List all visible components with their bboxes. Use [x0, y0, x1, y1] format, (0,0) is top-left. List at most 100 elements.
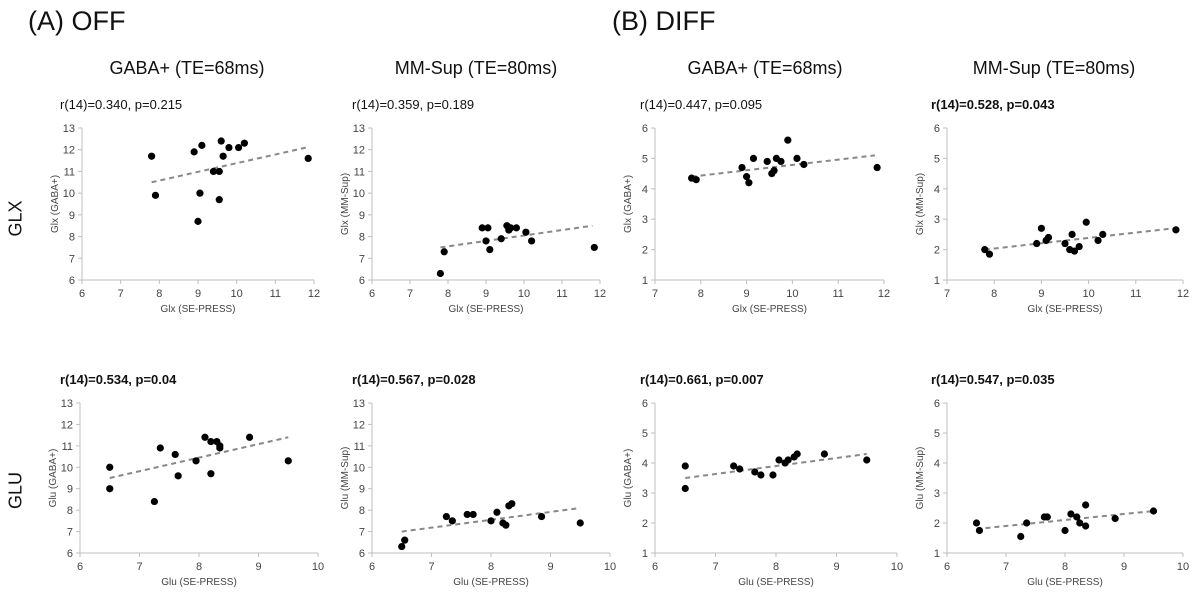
y-tick-label: 1 [934, 275, 940, 287]
y-tick-label: 9 [69, 210, 75, 222]
data-point [981, 246, 989, 254]
x-tick-label: 11 [832, 288, 843, 300]
row-label-glx: GLX [5, 200, 26, 237]
data-point [478, 224, 486, 232]
x-tick-label: 10 [231, 288, 243, 300]
x-tick-label: 8 [698, 288, 704, 300]
data-point [156, 444, 164, 452]
stat-label-off-gaba-glx: r(14)=0.340, p=0.215 [60, 97, 183, 112]
data-point [106, 485, 114, 493]
data-point [522, 228, 530, 236]
y-tick-label: 11 [354, 441, 365, 453]
y-tick-label: 9 [359, 484, 365, 496]
x-tick-label: 9 [1121, 561, 1127, 573]
x-tick-label: 12 [308, 288, 320, 300]
x-tick-label: 9 [255, 561, 261, 573]
x-tick-label: 11 [1130, 288, 1141, 300]
y-tick-label: 7 [359, 527, 365, 539]
y-tick-label: 1 [934, 548, 940, 560]
y-tick-label: 13 [63, 123, 75, 135]
y-tick-label: 3 [642, 214, 648, 226]
data-point [1033, 239, 1041, 248]
x-tick-label: 12 [594, 288, 606, 300]
y-tick-label: 12 [61, 419, 73, 431]
data-point [150, 497, 158, 506]
column-title-diff-mmsup: MM-Sup (TE=80ms) [972, 58, 1136, 78]
x-tick-label: 12 [1177, 288, 1189, 300]
data-point [692, 176, 700, 184]
y-tick-label: 3 [642, 488, 648, 500]
y-axis-label: Glu (GABA+) [623, 449, 634, 508]
data-point [1061, 526, 1069, 535]
column-title-off-gaba: GABA+ (TE=68ms) [109, 58, 265, 78]
y-tick-label: 6 [359, 275, 365, 287]
x-axis-label: Glu (SE-PRESS) [161, 577, 237, 588]
data-point [1067, 510, 1075, 518]
data-point [681, 462, 689, 470]
y-tick-label: 2 [642, 518, 648, 530]
data-point [196, 189, 204, 197]
y-tick-label: 2 [642, 245, 648, 257]
data-point [217, 137, 225, 145]
data-point [442, 512, 450, 521]
y-axis-label: Glx (MM-Sup) [915, 173, 926, 235]
data-point [769, 471, 777, 479]
data-point [1044, 233, 1053, 242]
data-point [1068, 230, 1076, 238]
data-point [745, 179, 753, 187]
data-point [219, 152, 227, 160]
x-tick-label: 9 [833, 561, 839, 573]
data-point [304, 154, 312, 162]
data-point [1094, 236, 1102, 245]
data-point [207, 437, 215, 446]
x-tick-label: 7 [944, 288, 950, 300]
y-tick-label: 4 [934, 458, 940, 470]
x-tick-label: 6 [944, 561, 950, 573]
y-tick-label: 1 [642, 548, 648, 560]
x-tick-label: 9 [547, 561, 553, 573]
data-point [493, 508, 501, 516]
data-point [398, 542, 406, 551]
x-tick-label: 8 [445, 288, 451, 300]
x-tick-label: 9 [195, 288, 201, 300]
column-title-off-mmsup: MM-Sup (TE=80ms) [394, 58, 558, 78]
trend-line [440, 224, 593, 249]
x-tick-label: 7 [428, 561, 434, 573]
x-tick-label: 6 [652, 561, 658, 573]
row-label-glu: GLU [5, 472, 26, 510]
y-tick-label: 2 [934, 518, 940, 530]
data-point [151, 191, 160, 199]
y-tick-label: 5 [934, 428, 940, 440]
x-tick-label: 8 [773, 561, 779, 573]
data-point [681, 484, 689, 493]
stat-label-diff-mmsup-glx: r(14)=0.528, p=0.043 [931, 97, 1055, 112]
stat-label-off-gaba-glu: r(14)=0.534, p=0.04 [60, 372, 177, 387]
data-point [730, 462, 738, 470]
data-point [800, 160, 808, 169]
data-point [1070, 247, 1079, 255]
section-title-diff: (B) DIFF [612, 6, 716, 36]
data-point [1017, 532, 1025, 541]
data-point [508, 500, 516, 508]
y-tick-label: 6 [67, 548, 73, 560]
x-axis-label: Glx (SE-PRESS) [732, 304, 807, 315]
y-tick-label: 8 [359, 505, 365, 517]
data-point [482, 237, 490, 245]
y-tick-label: 9 [67, 484, 73, 496]
data-point [1099, 230, 1107, 238]
data-point [736, 465, 744, 473]
y-tick-label: 6 [69, 275, 75, 287]
y-tick-label: 10 [63, 188, 75, 200]
data-point [207, 470, 215, 478]
data-point [235, 143, 243, 152]
data-point [793, 154, 801, 162]
x-axis-label: Glu (SE-PRESS) [453, 577, 529, 588]
y-tick-label: 11 [354, 166, 365, 178]
data-point [1111, 514, 1119, 523]
y-tick-label: 10 [353, 188, 365, 200]
data-point [537, 512, 546, 521]
x-tick-label: 9 [1038, 288, 1044, 300]
data-point [198, 141, 206, 149]
scatter-chart-diff-mmsup-glu: 6 7 8 9 10 1 2 3 4 5 6 Glu (SE-PRESS) Glu (MM-Sup) [915, 398, 1189, 588]
data-point [463, 510, 471, 519]
